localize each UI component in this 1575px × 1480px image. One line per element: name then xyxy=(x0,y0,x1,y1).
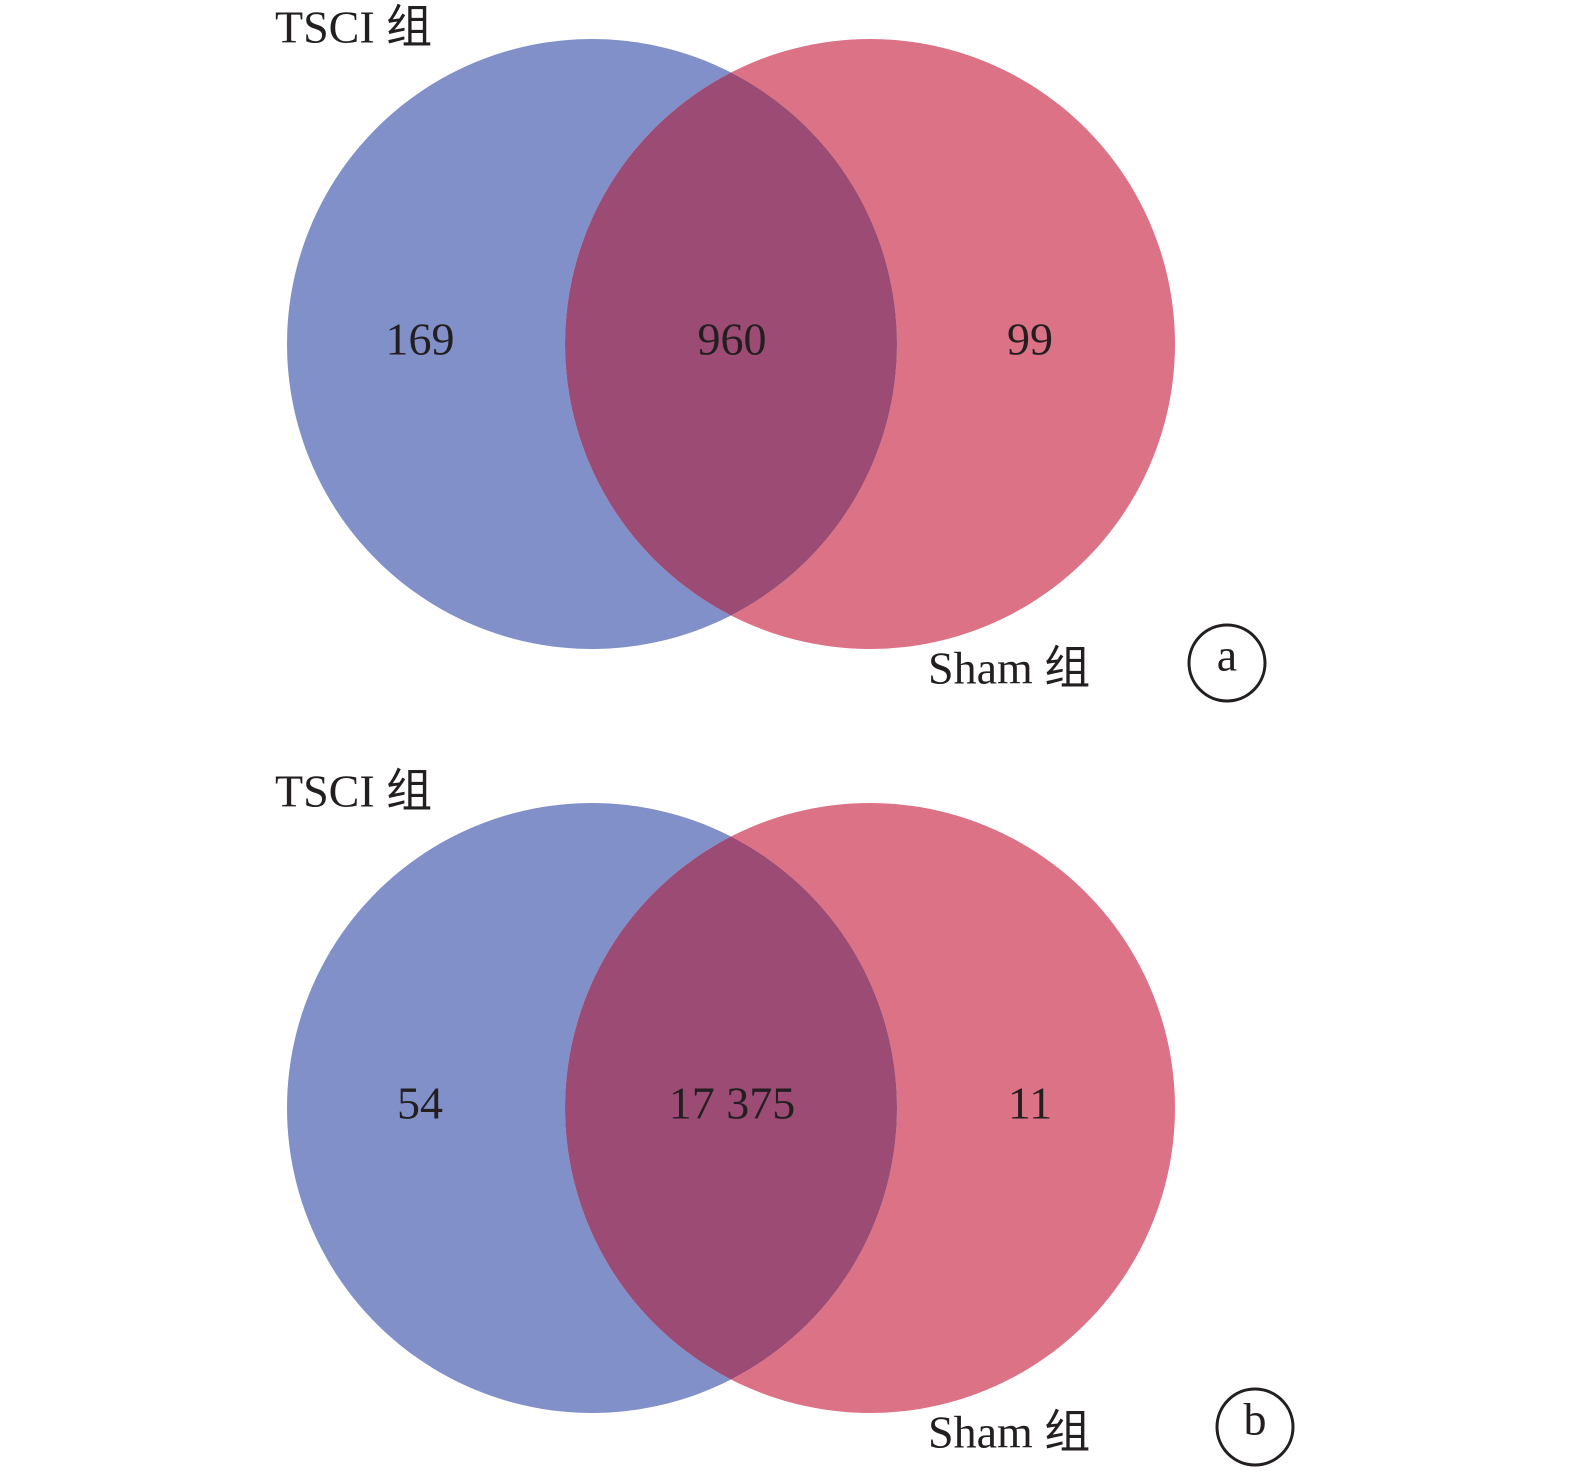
panel-label-circle xyxy=(1187,623,1267,703)
value-label: 17 375 xyxy=(669,1078,796,1129)
value-label: 54 xyxy=(397,1078,443,1129)
panel-label-circle xyxy=(1215,1387,1295,1467)
left-only-region xyxy=(287,803,731,1413)
panel-label: b xyxy=(1244,1394,1267,1445)
panel-label: a xyxy=(1217,630,1237,681)
set-label: TSCI 组 xyxy=(275,2,432,53)
right-only-region xyxy=(731,803,1175,1413)
value-label: 169 xyxy=(386,314,455,365)
value-label: 11 xyxy=(1008,1078,1052,1129)
set-label: TSCI 组 xyxy=(275,766,432,817)
set-label: Sham 组 xyxy=(928,1407,1090,1458)
left-only-region xyxy=(287,39,731,650)
set-label: Sham 组 xyxy=(928,643,1090,694)
value-label: 960 xyxy=(698,314,767,365)
overlap-region xyxy=(565,836,898,1380)
value-label: 99 xyxy=(1007,314,1053,365)
overlap-region xyxy=(565,72,898,616)
right-only-region xyxy=(731,39,1175,649)
